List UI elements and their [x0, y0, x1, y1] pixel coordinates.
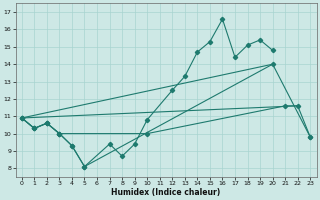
X-axis label: Humidex (Indice chaleur): Humidex (Indice chaleur) [111, 188, 221, 197]
